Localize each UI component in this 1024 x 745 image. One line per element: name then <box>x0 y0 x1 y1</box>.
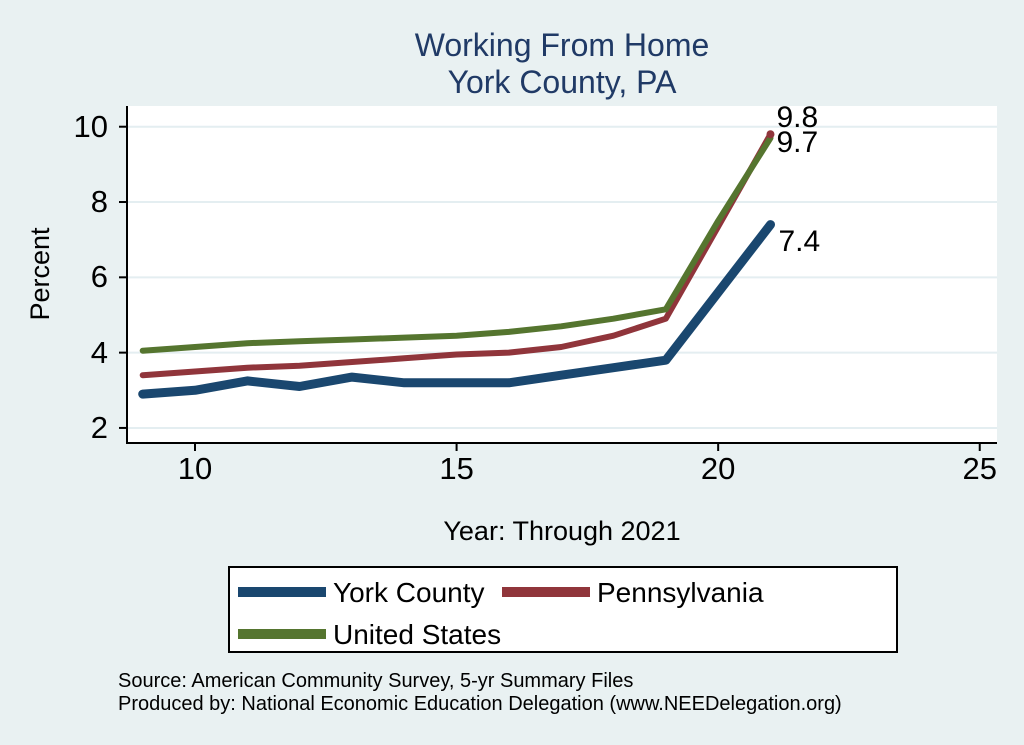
chart-title-line1: Working From Home <box>414 27 710 63</box>
x-tick-label: 20 <box>700 451 736 486</box>
legend-label-united-states: United States <box>333 619 502 650</box>
chart-title: Working From Home York County, PA <box>77 27 1024 101</box>
x-tick-label: 15 <box>439 451 474 486</box>
y-tick-label: 2 <box>90 409 108 445</box>
data-label-york-county: 7.4 <box>778 224 821 258</box>
y-tick-label: 10 <box>73 108 108 144</box>
legend-swatch-pennsylvania <box>502 587 590 597</box>
tick-marks <box>119 125 981 451</box>
y-tick-label: 6 <box>90 259 108 295</box>
line-york-county <box>138 220 775 399</box>
legend-swatch-united-states <box>238 629 326 639</box>
legend-label-pennsylvania: Pennsylvania <box>597 577 764 608</box>
legend-label-york-county: York County <box>333 577 485 608</box>
chart-title-line2: York County, PA <box>447 64 677 100</box>
plot-background <box>127 106 997 443</box>
y-tick-label: 8 <box>90 184 108 220</box>
legend-swatch-york-county <box>238 587 326 597</box>
x-axis-title: Year: Through 2021 <box>443 516 681 546</box>
legend: York County Pennsylvania United States <box>228 566 898 653</box>
source-note: Source: American Community Survey, 5-yr … <box>118 670 842 716</box>
gridlines <box>127 125 997 429</box>
line-pennsylvania <box>139 131 774 379</box>
source-line1: Source: American Community Survey, 5-yr … <box>118 670 634 692</box>
plot-area <box>119 106 997 451</box>
x-tick-label: 25 <box>962 451 997 486</box>
axis-lines <box>126 106 997 444</box>
source-line2: Produced by: National Economic Education… <box>118 693 842 715</box>
data-label-united-states: 9.7 <box>776 126 819 159</box>
line-united-states <box>139 135 774 354</box>
data-series <box>138 130 775 399</box>
endpoint-dot <box>766 130 775 139</box>
x-tick-label: 10 <box>177 451 213 486</box>
y-tick-label: 4 <box>90 334 108 370</box>
data-label-pennsylvania: 9.8 <box>776 101 819 135</box>
